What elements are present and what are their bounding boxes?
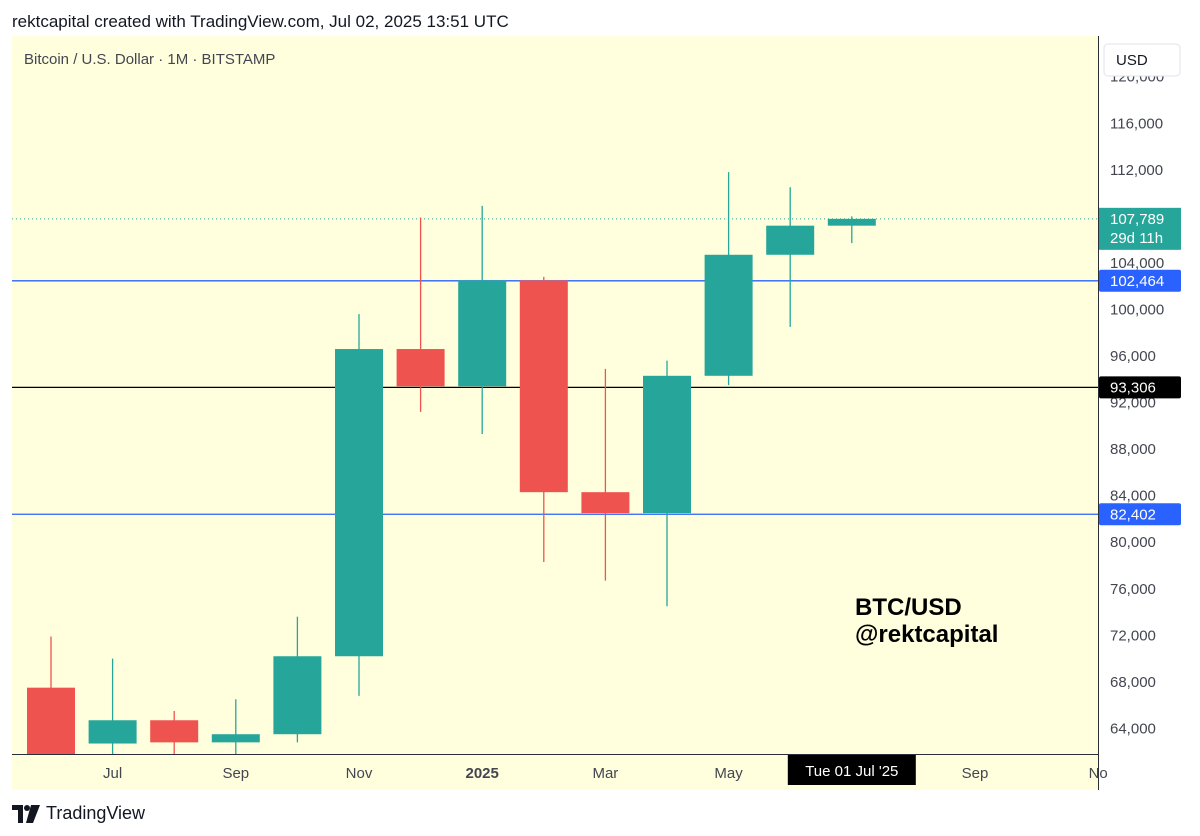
crosshair-date-box (787, 755, 916, 785)
x-tick-label: Jul (103, 765, 122, 782)
candle-body (458, 280, 507, 387)
level-price-tag (1099, 503, 1181, 526)
chart-header-attribution: rektcapital created with TradingView.com… (12, 12, 509, 31)
price-labels: 107,789 29d 11h 102,464 93,306 82,402 (1099, 207, 1181, 526)
y-tick-label: 104,000 (1110, 255, 1164, 272)
footer-brand: TradingView (46, 803, 146, 823)
x-axis-ticks: Jul Sep Nov 2025 Mar May Sep No Tue 01 Jul '25 (103, 755, 1108, 785)
candle[interactable] (335, 314, 383, 696)
candle[interactable] (458, 205, 507, 434)
chart-title: Bitcoin / U.S. Dollar · 1M · BITSTAMP (24, 51, 275, 68)
price-scale-background (1099, 36, 1188, 790)
candles (27, 172, 876, 754)
x-tick-label: Nov (346, 765, 373, 782)
candle-body (766, 225, 815, 255)
candle-body (827, 218, 876, 226)
candle-body (581, 492, 630, 514)
x-axis-background (12, 754, 1098, 790)
x-tick-label: 2025 (466, 765, 499, 782)
footer: TradingView (12, 803, 145, 824)
candle[interactable] (88, 658, 137, 754)
candle-body (519, 280, 568, 493)
candle[interactable] (396, 217, 445, 412)
candle[interactable] (150, 710, 199, 754)
candle[interactable] (27, 636, 75, 754)
y-tick-label: 112,000 (1110, 162, 1163, 179)
currency-button[interactable]: USD (1103, 43, 1181, 77)
x-tick-label: Mar (592, 765, 618, 782)
candle[interactable] (273, 616, 322, 743)
crosshair-date-label: Tue 01 Jul '25 (805, 763, 898, 780)
candle-body (396, 349, 445, 387)
level-price-value: 93,306 (1110, 379, 1156, 396)
candle[interactable] (581, 368, 630, 581)
annotation-line-1: BTC/USD (855, 594, 962, 621)
candle-body (88, 720, 137, 744)
y-tick-label: 84,000 (1110, 488, 1156, 505)
tradingview-logo-icon (12, 804, 40, 823)
x-tick-label: No (1089, 765, 1108, 782)
level-price-tag (1099, 376, 1181, 399)
candle[interactable] (519, 276, 568, 562)
candle-body (150, 720, 199, 743)
candle[interactable] (211, 699, 260, 754)
y-tick-label: 92,000 (1110, 395, 1156, 412)
y-tick-label: 72,000 (1110, 627, 1156, 644)
candle[interactable] (766, 187, 815, 327)
x-tick-label: Sep (962, 765, 989, 782)
annotation-line-2: @rektcapital (855, 621, 998, 648)
candle-body (704, 254, 753, 376)
candle[interactable] (643, 360, 691, 607)
level-price-value: 82,402 (1110, 506, 1156, 523)
candle-body (273, 656, 322, 735)
currency-label: USD (1116, 52, 1148, 69)
y-tick-label: 76,000 (1110, 581, 1156, 598)
y-tick-label: 100,000 (1110, 301, 1164, 318)
y-tick-label: 96,000 (1110, 348, 1156, 365)
candle[interactable] (827, 216, 876, 244)
level-price-tag (1099, 269, 1181, 292)
candle[interactable] (704, 172, 753, 386)
last-price-value: 107,789 (1110, 211, 1164, 228)
y-tick-label: 88,000 (1110, 441, 1156, 458)
candle-body (211, 734, 260, 743)
x-tick-label: Sep (222, 765, 249, 782)
candle-body (643, 375, 691, 514)
candle-body (27, 687, 75, 754)
x-tick-label: May (714, 765, 743, 782)
y-tick-label: 116,000 (1110, 115, 1163, 132)
last-price-tag (1099, 207, 1181, 250)
candle-body (335, 349, 383, 657)
bar-countdown: 29d 11h (1110, 230, 1163, 247)
y-tick-label: 64,000 (1110, 720, 1156, 737)
y-tick-label: 68,000 (1110, 674, 1156, 691)
y-tick-label: 80,000 (1110, 534, 1156, 551)
level-price-value: 102,464 (1110, 273, 1164, 290)
price-chart[interactable]: Bitcoin / U.S. Dollar · 1M · BITSTAMP 64… (12, 36, 1188, 790)
